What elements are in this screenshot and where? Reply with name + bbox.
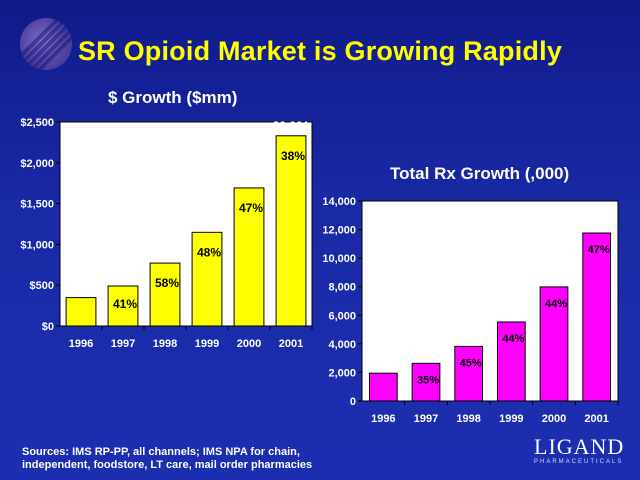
- y-tick-label: 2,000: [328, 367, 356, 379]
- value-label: $771: [152, 246, 179, 260]
- x-tick-label: 1997: [111, 338, 135, 350]
- bar: [454, 345, 484, 402]
- growth-label: 45%: [460, 357, 482, 369]
- growth-label: 41%: [113, 297, 137, 311]
- growth-label: 47%: [588, 244, 610, 256]
- decorative-orb-icon: [20, 18, 72, 70]
- value-label: 2,636: [412, 348, 440, 360]
- y-tick-label: $2,000: [20, 158, 54, 170]
- value-label: 11,759: [580, 218, 613, 230]
- y-tick-label: 8,000: [328, 282, 356, 294]
- bar: [65, 297, 97, 327]
- x-tick-label: 1998: [456, 413, 480, 425]
- slide-title: SR Opioid Market is Growing Rapidly: [77, 36, 563, 66]
- growth-label: 38%: [281, 149, 305, 163]
- y-tick-label: 6,000: [328, 310, 356, 322]
- value-label: 7,987: [540, 272, 568, 284]
- bar: [233, 187, 265, 327]
- x-tick-label: 2001: [279, 338, 303, 350]
- y-tick-label: $1,000: [20, 239, 54, 251]
- value-label: 3,822: [455, 331, 483, 343]
- bar: [539, 286, 569, 402]
- x-tick-label: 2000: [542, 413, 566, 425]
- x-tick-label: 1996: [371, 413, 395, 425]
- brand-subtitle: PHARMACEUTICALS: [534, 459, 624, 465]
- bar: [191, 231, 223, 327]
- y-tick-label: 12,000: [322, 225, 356, 237]
- y-tick-label: 4,000: [328, 339, 356, 351]
- bar: [275, 135, 307, 327]
- bar: [107, 285, 139, 327]
- value-label: 1,947: [370, 358, 398, 370]
- plot-area: [361, 200, 619, 402]
- bar: [582, 232, 612, 402]
- growth-label: 44%: [545, 298, 567, 310]
- value-label: $490: [110, 269, 137, 283]
- plot-area: [59, 121, 313, 327]
- y-tick-label: 14,000: [322, 196, 356, 208]
- sources-line-1: Sources: IMS RP-PP, all channels; IMS NP…: [22, 446, 300, 458]
- growth-label: 48%: [197, 245, 221, 259]
- value-label: 5,532: [498, 307, 526, 319]
- brand-logo: LIGAND: [534, 434, 625, 459]
- value-label: $1,692: [231, 171, 268, 185]
- x-tick-label: 1999: [195, 338, 219, 350]
- bar: [368, 372, 398, 402]
- growth-label: 58%: [155, 276, 179, 290]
- bar: [149, 262, 181, 327]
- value-label: $2,331: [273, 119, 310, 133]
- growth-label: 47%: [239, 201, 263, 215]
- y-tick-label: $2,500: [20, 117, 54, 129]
- y-tick-label: $500: [30, 280, 54, 292]
- y-tick-label: $1,500: [20, 199, 54, 211]
- value-label: $1,148: [189, 215, 226, 229]
- value-label: $348: [68, 281, 95, 295]
- bar: [411, 362, 441, 402]
- x-tick-label: 1997: [414, 413, 438, 425]
- sources-line-2: independent, foodstore, LT care, mail or…: [22, 459, 313, 471]
- growth-label: 44%: [502, 333, 524, 345]
- x-tick-label: 2001: [584, 413, 608, 425]
- y-tick-label: $0: [42, 321, 54, 333]
- right-chart-title: Total Rx Growth (,000): [390, 164, 570, 183]
- x-tick-label: 1996: [69, 338, 93, 350]
- x-tick-label: 2000: [237, 338, 261, 350]
- bar: [496, 321, 526, 402]
- left-chart-title: $ Growth ($mm): [108, 88, 238, 107]
- y-tick-label: 10,000: [322, 253, 356, 265]
- y-tick-label: 0: [350, 396, 356, 408]
- growth-label: 35%: [417, 374, 439, 386]
- x-tick-label: 1999: [499, 413, 523, 425]
- sources-note: Sources: IMS RP-PP, all channels; IMS NP…: [22, 446, 312, 472]
- x-tick-label: 1998: [153, 338, 177, 350]
